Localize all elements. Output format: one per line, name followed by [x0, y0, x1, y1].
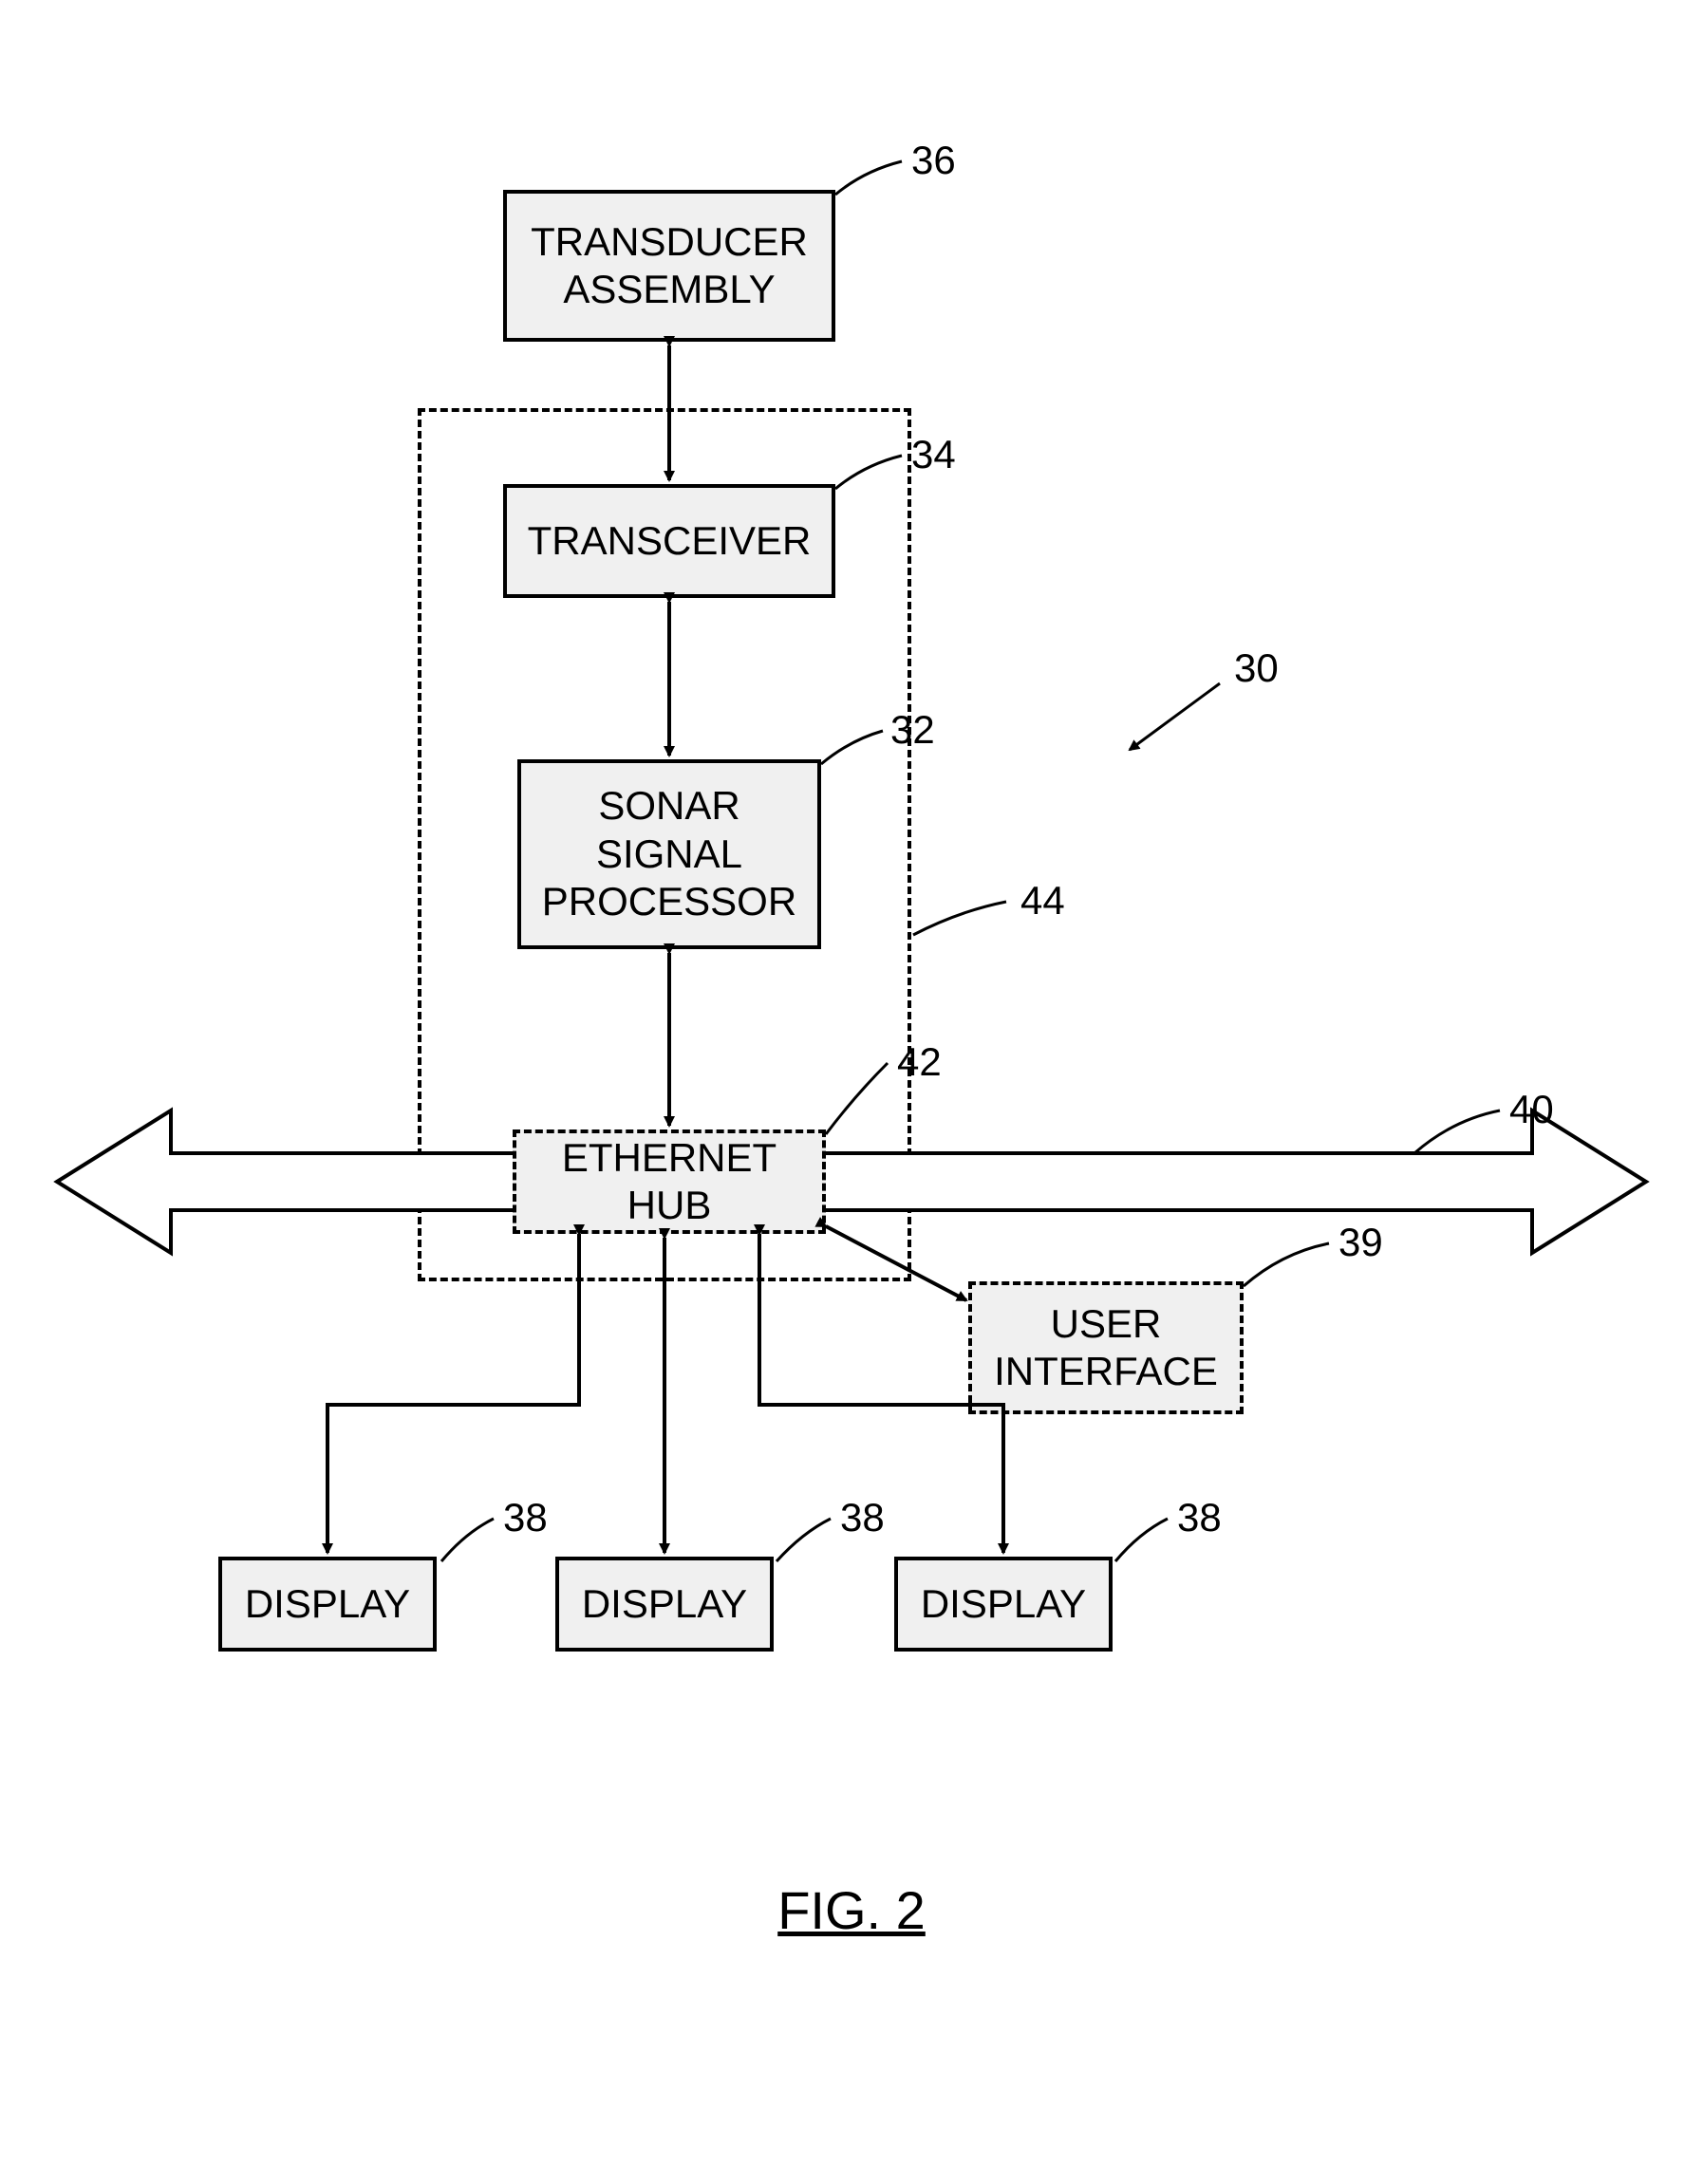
ref-39: 39 — [1338, 1220, 1383, 1265]
ref-38-1: 38 — [503, 1495, 548, 1540]
sonar-signal-processor-label: SONARSIGNALPROCESSOR — [542, 782, 796, 925]
ref-34: 34 — [911, 432, 956, 477]
ref-30: 30 — [1234, 645, 1279, 691]
display-block-1: DISPLAY — [218, 1557, 437, 1652]
display-block-2: DISPLAY — [555, 1557, 774, 1652]
transducer-assembly-block: TRANSDUCERASSEMBLY — [503, 190, 835, 342]
user-interface-label: USERINTERFACE — [994, 1300, 1218, 1396]
display-1-label: DISPLAY — [245, 1580, 410, 1628]
ref-38-3: 38 — [1177, 1495, 1222, 1540]
sonar-signal-processor-block: SONARSIGNALPROCESSOR — [517, 759, 821, 949]
ref-38-2: 38 — [840, 1495, 885, 1540]
figure-label: FIG. 2 — [0, 1879, 1703, 1941]
display-block-3: DISPLAY — [894, 1557, 1113, 1652]
ref-32: 32 — [890, 707, 935, 753]
ref-42: 42 — [897, 1039, 942, 1085]
ref-44: 44 — [1020, 878, 1065, 924]
user-interface-block: USERINTERFACE — [968, 1281, 1244, 1414]
transducer-assembly-label: TRANSDUCERASSEMBLY — [531, 218, 808, 314]
display-2-label: DISPLAY — [582, 1580, 747, 1628]
ethernet-hub-block: ETHERNET HUB — [513, 1129, 826, 1234]
ref-36: 36 — [911, 138, 956, 183]
transceiver-label: TRANSCEIVER — [528, 517, 812, 565]
display-3-label: DISPLAY — [921, 1580, 1086, 1628]
ethernet-hub-label: ETHERNET HUB — [526, 1134, 813, 1230]
ref-40: 40 — [1509, 1087, 1554, 1132]
transceiver-block: TRANSCEIVER — [503, 484, 835, 598]
diagram-canvas: ETHERNET HUB TRANSDUCERASSEMBLY TRANSCEI… — [0, 0, 1703, 2184]
